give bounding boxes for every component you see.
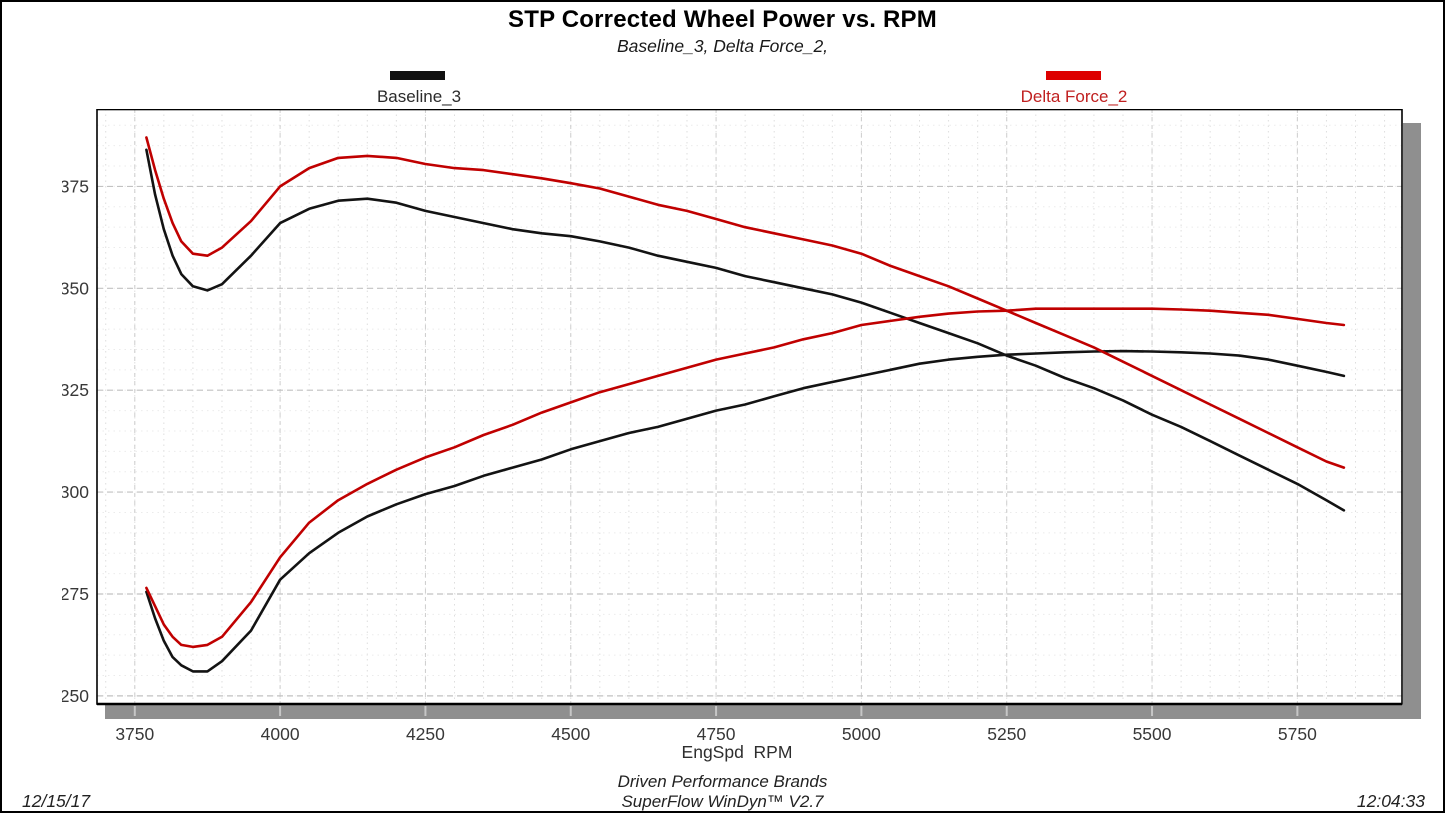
legend-swatch-deltaforce2 bbox=[1046, 71, 1101, 80]
y-tick-label: 275 bbox=[62, 584, 89, 604]
y-tick-label: 300 bbox=[62, 482, 89, 502]
x-tick-label: 5750 bbox=[1278, 724, 1317, 744]
x-tick-label: 5250 bbox=[987, 724, 1026, 744]
series-line bbox=[145, 307, 1346, 649]
y-tick-label: 325 bbox=[62, 380, 89, 400]
x-tick-label: 4000 bbox=[261, 724, 300, 744]
x-axis-label: EngSpd RPM bbox=[681, 742, 793, 762]
legend-label-deltaforce2: Delta Force_2 bbox=[1020, 87, 1128, 106]
x-tick-label: 5500 bbox=[1133, 724, 1172, 744]
x-tick-label: 4250 bbox=[406, 724, 445, 744]
dyno-chart-plot: 3750 4000 4250 4500 4750 5000 5250 5500 5750 250 2… bbox=[62, 109, 1421, 744]
plot-background bbox=[97, 109, 1402, 704]
series-line bbox=[145, 349, 1346, 673]
x-tick-label: 4750 bbox=[697, 724, 736, 744]
legend-label-baseline3: Baseline_3 bbox=[376, 87, 462, 106]
footer-date: 12/15/17 bbox=[22, 791, 91, 811]
series-line bbox=[145, 148, 1346, 512]
footer-brand-line1: Driven Performance Brands bbox=[617, 772, 828, 791]
x-tick-label: 3750 bbox=[115, 724, 154, 744]
series-line bbox=[145, 136, 1346, 469]
chart-title: STP Corrected Wheel Power vs. RPM bbox=[508, 6, 937, 33]
x-tick-label: 5000 bbox=[842, 724, 881, 744]
chart-subtitle: Baseline_3, Delta Force_2, bbox=[616, 36, 829, 56]
footer-brand-line2: SuperFlow WinDyn™ V2.7 bbox=[621, 792, 824, 811]
y-tick-label: 250 bbox=[62, 686, 89, 706]
footer-time: 12:04:33 bbox=[1356, 791, 1425, 811]
y-tick-label: 350 bbox=[62, 278, 89, 298]
plot-shadow-bottom bbox=[105, 705, 1421, 719]
x-tick-label: 4500 bbox=[551, 724, 590, 744]
y-tick-label: 375 bbox=[62, 176, 89, 196]
plot-shadow-right bbox=[1403, 123, 1421, 719]
legend-swatch-baseline3 bbox=[390, 71, 445, 80]
